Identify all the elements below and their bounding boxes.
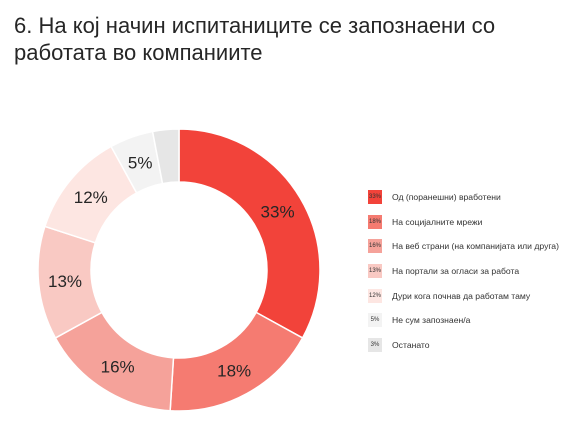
slice-label-5: 5%: [128, 153, 153, 172]
slice-label-2: 16%: [101, 358, 135, 377]
legend-label-3: На портали за огласи за работа: [392, 266, 520, 277]
legend-item-5: 5% Не сум запознаен/а: [368, 308, 568, 333]
legend-item-1: 18% На социјалните мрежи: [368, 210, 568, 235]
legend-label-6: Останато: [392, 339, 430, 350]
slice-label-4: 12%: [74, 188, 108, 207]
legend-label-5: Не сум запознаен/а: [392, 315, 471, 326]
legend-item-3: 13% На портали за огласи за работа: [368, 259, 568, 284]
legend-item-4: 12% Дури кога почнав да работам таму: [368, 283, 568, 308]
slice-label-0: 33%: [261, 203, 295, 222]
chart-legend: 33% Од (поранешни) вработени 18% На социјал…: [368, 185, 568, 357]
legend-item-0: 33% Од (поранешни) вработени: [368, 185, 568, 210]
legend-label-0: Од (поранешни) вработени: [392, 192, 501, 203]
legend-swatch-6: 3%: [368, 337, 382, 352]
legend-swatch-3: 13%: [368, 264, 382, 279]
slice-label-1: 18%: [217, 361, 251, 380]
chart-title: 6. На кој начин испитаниците се запознае…: [14, 13, 496, 65]
legend-swatch-2: 16%: [368, 239, 382, 254]
legend-swatch-5: 5%: [368, 313, 382, 328]
legend-swatch-1: 18%: [368, 214, 382, 229]
legend-label-4: Дури кога почнав да работам таму: [392, 290, 531, 301]
legend-swatch-4: 12%: [368, 288, 382, 303]
legend-swatch-0: 33%: [368, 190, 382, 205]
legend-item-2: 16% На веб страни (на компанијата или дру…: [368, 234, 568, 259]
slice-label-3: 13%: [48, 272, 82, 291]
legend-label-2: На веб страни (на компанијата или друга): [392, 241, 559, 252]
donut-slice-6: [151, 128, 180, 185]
donut-slice-0: [178, 128, 321, 339]
legend-item-6: 3% Останато: [368, 333, 568, 358]
legend-label-1: На социјалните мрежи: [392, 216, 483, 227]
